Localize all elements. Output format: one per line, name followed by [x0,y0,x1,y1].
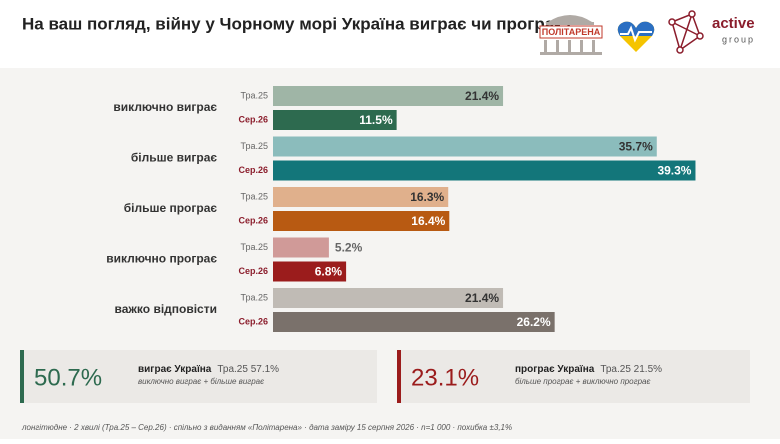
value-label: 5.2% [335,241,363,255]
category-label: виключно виграє [113,100,217,114]
heart-logo [617,21,655,52]
bar [273,288,504,308]
bar [273,136,657,157]
summary-note: виключно виграє + більше виграє [138,377,264,386]
politarena-text: ПОЛІТАРЕНА [542,27,601,37]
summary-previous: Тра.25 57.1% [217,364,279,375]
category-label: важко відповісти [115,302,217,316]
category-label: більше програє [124,201,218,215]
value-label: 11.5% [359,113,393,127]
series-label: Сер.26 [238,215,268,225]
active-group-logo [668,10,704,54]
bar [273,110,397,130]
bar [273,86,504,106]
value-label: 26.2% [517,315,551,329]
bar [273,237,329,258]
chart-title: На ваш погляд, війну у Чорному морі Укра… [22,14,574,33]
series-label: Тра.25 [240,242,268,252]
bar [273,261,347,282]
logo-active: active [712,15,755,32]
footer: лонгітюдне · 2 хвилі (Тра.25 – Сер.26) ·… [21,423,512,432]
value-label: 21.4% [465,291,499,305]
summary-note: більше програє + виключно програє [515,377,650,386]
category-label: більше виграє [131,151,218,165]
series-label: Сер.26 [238,316,268,326]
series-label: Тра.25 [240,90,268,100]
bar [273,160,696,181]
bar [273,211,450,231]
summary-value: 50.7% [34,364,102,391]
summary-label: програє Україна Тра.25 21.5% [515,364,662,375]
header [0,0,780,68]
logo-group: group [722,34,755,44]
summary-label-text: програє Україна [515,364,595,375]
series-label: Сер.26 [238,114,268,124]
summary-value: 23.1% [411,364,479,391]
series-label: Тра.25 [240,141,268,151]
value-label: 21.4% [465,89,499,103]
bar [273,312,555,332]
value-label: 39.3% [657,164,691,178]
summary-box [397,350,750,403]
series-label: Сер.26 [238,165,268,175]
politarena-logo: ПОЛІТАРЕНА [539,15,603,55]
summary-accent [20,350,24,403]
series-label: Тра.25 [240,191,268,201]
value-label: 16.4% [411,214,445,228]
summary-accent [397,350,401,403]
bar [273,187,449,207]
value-label: 16.3% [410,190,444,204]
value-label: 6.8% [315,265,343,279]
summary-box [20,350,377,403]
summary-label: виграє Україна Тра.25 57.1% [138,364,279,375]
value-label: 35.7% [619,140,653,154]
category-label: виключно програє [106,252,217,266]
summary-previous: Тра.25 21.5% [600,364,662,375]
series-label: Тра.25 [240,292,268,302]
series-label: Сер.26 [238,266,268,276]
summary-label-text: виграє Україна [138,364,212,375]
